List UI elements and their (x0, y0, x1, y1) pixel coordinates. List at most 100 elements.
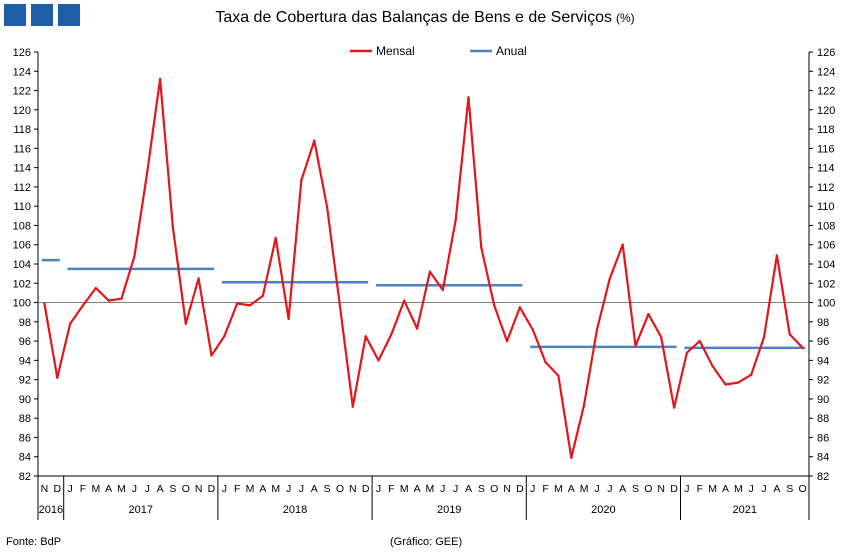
mensal-point-33 (467, 96, 470, 99)
mensal-point-46 (634, 344, 637, 348)
mensal-point-21 (313, 139, 316, 142)
mensal-point-50 (685, 351, 689, 354)
y-tick-label-left: 120 (13, 105, 31, 117)
month-label-56: J (761, 483, 766, 495)
y-tick-label-right: 90 (817, 394, 829, 406)
month-label-23: O (336, 483, 344, 495)
y-tick-label-left: 96 (19, 336, 31, 348)
y-tick-label-right: 96 (817, 336, 829, 348)
mensal-point-3 (81, 304, 85, 307)
month-label-9: A (157, 483, 164, 495)
mensal-point-48 (660, 336, 663, 339)
month-label-25: D (362, 483, 370, 495)
mensal-point-23 (338, 305, 342, 308)
month-label-45: A (619, 483, 626, 495)
month-label-42: M (580, 483, 589, 495)
mensal-point-47 (647, 312, 650, 316)
y-tick-label-right: 116 (817, 143, 835, 155)
y-tick-label-left: 88 (19, 413, 31, 425)
mensal-point-58 (788, 333, 791, 336)
month-label-0: N (41, 483, 49, 495)
mensal-point-43 (595, 328, 599, 331)
y-tick-label-right: 106 (817, 240, 835, 252)
month-label-26: J (376, 483, 381, 495)
y-tick-label-left: 84 (19, 452, 31, 464)
mensal-point-24 (351, 405, 355, 408)
y-axis-right: 82 84 86 88 90 92 94 96 98 100 102 104 106 108 110 112 1… (809, 47, 835, 483)
mensal-point-32 (454, 219, 457, 222)
y-tick-label-left: 94 (19, 355, 31, 367)
mensal-point-18 (274, 236, 277, 240)
month-label-30: M (426, 483, 435, 495)
mensal-point-53 (724, 383, 727, 386)
y-tick-label-right: 88 (817, 413, 829, 425)
y-tick-label-left: 102 (13, 278, 31, 290)
month-label-8: J (145, 483, 150, 495)
y-tick-label-left: 92 (19, 375, 31, 387)
mensal-point-41 (570, 456, 573, 459)
month-label-47: O (644, 483, 652, 495)
mensal-point-55 (749, 373, 753, 377)
series-anual (41, 258, 806, 350)
month-label-22: S (324, 483, 331, 495)
mensal-point-40 (557, 374, 560, 377)
y-tick-label-right: 104 (817, 259, 835, 271)
mensal-point-34 (480, 246, 483, 249)
month-label-14: J (222, 483, 227, 495)
mensal-point-11 (184, 322, 187, 325)
month-label-21: A (311, 483, 318, 495)
month-label-39: F (542, 483, 548, 495)
month-label-5: A (105, 483, 112, 495)
month-label-57: A (773, 483, 780, 495)
mensal-point-38 (531, 328, 534, 331)
mensal-point-4 (94, 286, 98, 290)
month-label-53: A (722, 483, 729, 495)
legend: Mensal Anual (350, 44, 527, 58)
chart-title-block: Taxa de Cobertura das Balanças de Bens e… (0, 9, 850, 27)
y-tick-label-right: 100 (817, 298, 835, 310)
mensal-point-54 (737, 381, 740, 384)
month-label-15: F (234, 483, 240, 495)
y-tick-label-left: 106 (13, 240, 31, 252)
mensal-point-1 (56, 376, 59, 379)
month-label-20: J (299, 483, 304, 495)
month-label-10: S (169, 483, 176, 495)
mensal-point-36 (505, 339, 509, 343)
mensal-point-14 (223, 335, 226, 338)
mensal-point-12 (197, 277, 200, 280)
source-note: Fonte: BdP (6, 536, 62, 548)
mensal-point-29 (415, 327, 419, 330)
y-tick-label-right: 92 (817, 375, 829, 387)
mensal-point-39 (544, 361, 547, 364)
mensal-point-30 (428, 270, 432, 273)
year-label-2018: 2018 (283, 504, 307, 516)
y-tick-label-left: 86 (19, 432, 31, 444)
month-label-59: O (798, 483, 806, 495)
mensal-point-51 (698, 339, 701, 343)
mensal-point-16 (248, 304, 252, 307)
month-label-44: J (607, 483, 612, 495)
logo-square-3 (58, 4, 80, 26)
y-axis-left: 82 84 86 88 90 92 94 96 98 100 102 104 106 108 110 112 1… (13, 47, 38, 483)
legend-label-anual: Anual (496, 44, 527, 58)
y-tick-label-right: 124 (817, 66, 835, 78)
y-tick-label-left: 122 (13, 86, 31, 98)
y-tick-label-right: 108 (817, 220, 835, 232)
chart-title: Taxa de Cobertura das Balanças de Bens e… (215, 9, 612, 26)
month-label-36: N (503, 483, 511, 495)
month-label-24: N (349, 483, 357, 495)
month-label-49: D (670, 483, 678, 495)
mensal-point-27 (390, 333, 393, 336)
y-tick-label-right: 114 (817, 163, 835, 175)
mensal-point-49 (672, 406, 676, 409)
mensal-point-31 (441, 288, 444, 292)
mensal-point-7 (133, 255, 136, 258)
month-label-54: M (734, 483, 743, 495)
year-label-2020: 2020 (591, 504, 615, 516)
month-label-31: J (440, 483, 445, 495)
mensal-line (43, 77, 804, 459)
y-tick-label-left: 114 (13, 163, 31, 175)
y-tick-label-right: 126 (817, 47, 835, 59)
chart: 82 84 86 88 90 92 94 96 98 100 102 104 106 108 110 112 1… (13, 44, 835, 520)
